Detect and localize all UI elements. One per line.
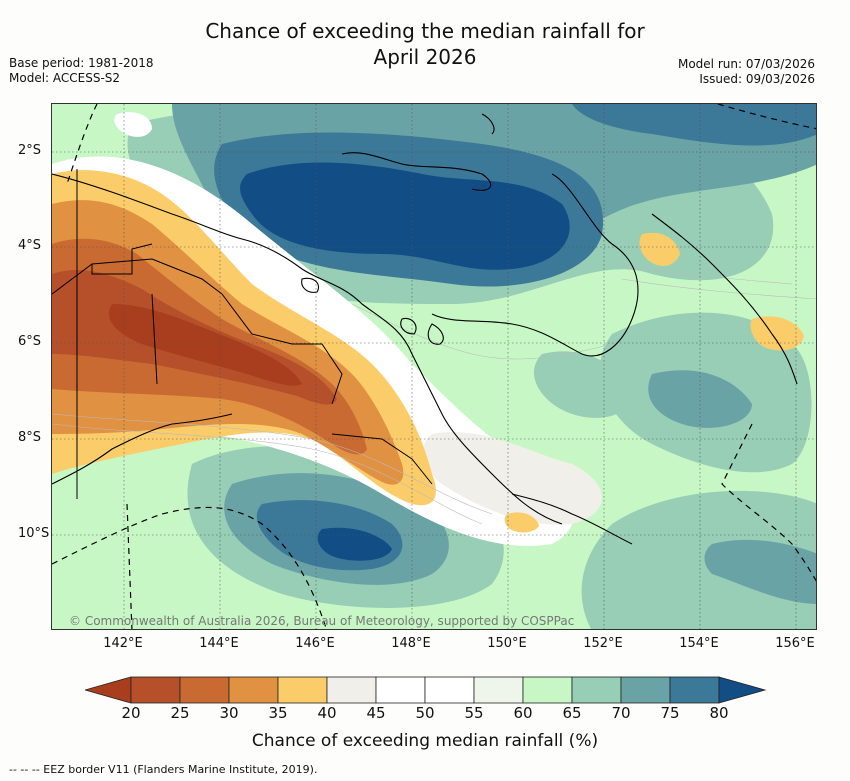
lat-label: 10°S	[18, 526, 50, 541]
lon-label: 142°E	[103, 636, 143, 651]
rainfall-map	[52, 104, 816, 629]
colorbar-segment	[277, 676, 328, 704]
map-title: Chance of exceeding the median rainfall …	[0, 18, 850, 70]
colorbar-tick: 60	[513, 704, 533, 722]
lon-label: 150°E	[487, 636, 527, 651]
colorbar-tick: 35	[268, 704, 288, 722]
colorbar-segment	[326, 676, 377, 704]
colorbar-segment	[424, 676, 475, 704]
copyright-credit: © Commonwealth of Australia 2026, Bureau…	[69, 614, 575, 628]
meta-left: Base period: 1981-2018 Model: ACCESS-S2	[9, 56, 154, 86]
title-line-1: Chance of exceeding the median rainfall …	[205, 19, 645, 43]
colorbar-arrow-low	[85, 676, 132, 704]
colorbar-segment	[130, 676, 181, 704]
lon-label: 154°E	[679, 636, 719, 651]
colorbar-tick: 45	[366, 704, 386, 722]
colorbar-segment	[473, 676, 524, 704]
meta-right: Model run: 07/03/2026 Issued: 09/03/2026	[678, 57, 815, 87]
lat-label: 6°S	[18, 334, 42, 349]
colorbar-tick: 75	[660, 704, 680, 722]
colorbar-tick: 25	[170, 704, 190, 722]
colorbar-tick: 70	[611, 704, 631, 722]
title-line-2: April 2026	[373, 45, 477, 69]
colorbar-tick: 20	[121, 704, 141, 722]
model-run: Model run: 07/03/2026	[677, 57, 815, 71]
issued-date: Issued: 09/03/2026	[699, 72, 815, 86]
colorbar-segment	[228, 676, 279, 704]
lat-label: 2°S	[18, 143, 42, 158]
colorbar-tick: 55	[464, 704, 484, 722]
colorbar-tick: 65	[562, 704, 582, 722]
colorbar-segment	[522, 676, 573, 704]
colorbar-tick: 30	[219, 704, 239, 722]
model-name: Model: ACCESS-S2	[9, 71, 121, 85]
lon-label: 144°E	[199, 636, 239, 651]
colorbar-tick: 40	[317, 704, 337, 722]
colorbar-segment	[620, 676, 671, 704]
map-area	[51, 103, 817, 630]
colorbar-title: Chance of exceeding median rainfall (%)	[251, 731, 599, 751]
lon-label: 156°E	[775, 636, 815, 651]
lat-label: 4°S	[18, 238, 42, 253]
colorbar-arrow-high	[718, 676, 767, 704]
lon-label: 146°E	[295, 636, 335, 651]
colorbar-tick: 50	[415, 704, 435, 722]
base-period: Base period: 1981-2018	[9, 56, 154, 70]
colorbar	[85, 676, 767, 704]
colorbar-segment	[179, 676, 230, 704]
lon-label: 148°E	[391, 636, 431, 651]
colorbar-tick: 80	[709, 704, 729, 722]
colorbar-segment	[669, 676, 720, 704]
colorbar-segment	[375, 676, 426, 704]
lon-label: 152°E	[583, 636, 623, 651]
lat-label: 8°S	[18, 430, 42, 445]
eez-note: -- -- -- EEZ border V11 (Flanders Marine…	[9, 763, 318, 776]
colorbar-segment	[571, 676, 622, 704]
